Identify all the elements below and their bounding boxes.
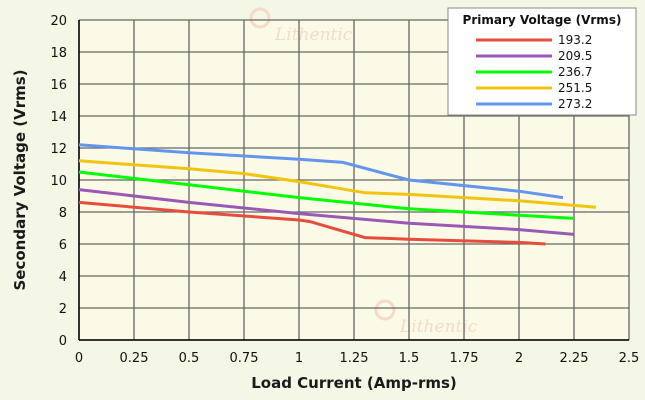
y-tick-label: 4 <box>59 270 67 285</box>
x-axis-label: Load Current (Amp-rms) <box>251 374 457 392</box>
watermark-text: Lithentic <box>274 25 353 45</box>
watermark-logo-icon <box>249 7 271 29</box>
y-tick-label: 18 <box>50 46 67 61</box>
x-tick-label: 0.5 <box>179 351 200 366</box>
x-tick-label: 0.25 <box>120 351 149 366</box>
series-line-251.5 <box>78 159 597 209</box>
watermark-text: Lithentic <box>399 317 478 337</box>
legend-label: 251.5 <box>558 81 592 95</box>
y-tick-label: 2 <box>59 302 67 317</box>
x-tick-label: 0 <box>75 351 83 366</box>
y-tick-label: 10 <box>50 174 67 189</box>
legend-label: 273.2 <box>558 97 592 111</box>
legend-box <box>447 7 637 116</box>
x-tick-label: 2 <box>515 351 523 366</box>
series-line-209.5 <box>78 188 575 236</box>
watermark-logo-icon <box>374 299 396 321</box>
series-line-236.7 <box>78 170 575 220</box>
legend-label: 236.7 <box>558 65 592 79</box>
x-tick-label: 1.5 <box>399 351 420 366</box>
x-tick-label: 1.25 <box>340 351 369 366</box>
y-tick-label: 16 <box>50 78 67 93</box>
legend-label: 209.5 <box>558 49 592 63</box>
x-tick-label: 0.75 <box>230 351 259 366</box>
y-tick-label: 0 <box>59 334 67 349</box>
y-tick-label: 14 <box>50 110 67 125</box>
y-tick-label: 6 <box>59 238 67 253</box>
x-tick-label: 2.25 <box>560 351 589 366</box>
x-tick-label: 1 <box>295 351 303 366</box>
y-tick-label: 20 <box>50 14 67 29</box>
y-tick-label: 8 <box>59 206 67 221</box>
series-line-193.2 <box>78 200 546 246</box>
legend-label: 193.2 <box>558 33 592 47</box>
legend-title: Primary Voltage (Vrms) <box>463 13 622 27</box>
y-tick-label: 12 <box>50 142 67 157</box>
x-tick-label: 2.5 <box>619 351 640 366</box>
series-line-273.2 <box>78 143 564 200</box>
y-axis-label: Secondary Voltage (Vrms) <box>11 69 29 290</box>
x-tick-label: 1.75 <box>450 351 479 366</box>
